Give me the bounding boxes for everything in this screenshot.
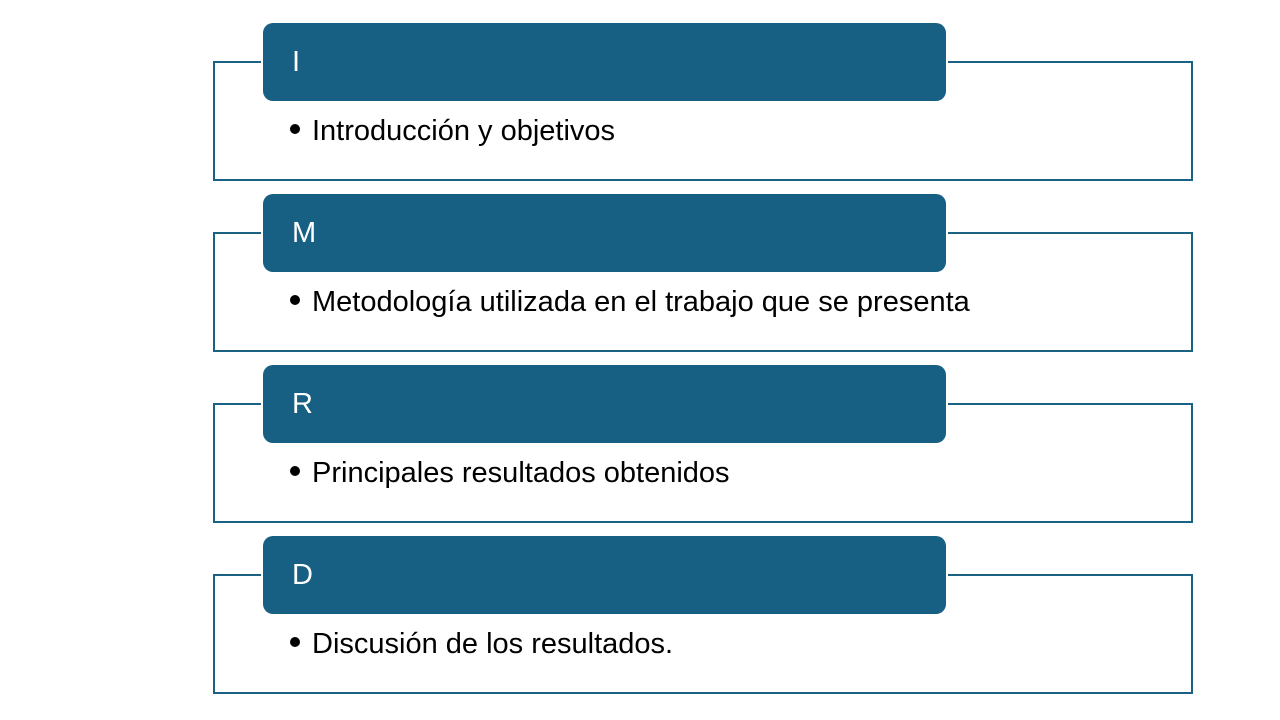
bullet-icon [290, 124, 300, 135]
bullet-icon [290, 295, 300, 306]
header-box: D [261, 534, 948, 616]
block-resultados: R Principales resultados obtenidos [0, 344, 1280, 523]
header-box: I [261, 21, 948, 103]
header-box: R [261, 363, 948, 445]
header-letter: I [263, 23, 946, 101]
header-letter: R [263, 365, 946, 443]
block-metodologia: M Metodología utilizada en el trabajo qu… [0, 173, 1280, 352]
header-box: M [261, 192, 948, 274]
bullet-text: Discusión de los resultados. [312, 628, 674, 660]
bullet-text: Principales resultados obtenidos [312, 457, 730, 489]
bullet-item: Introducción y objetivos [290, 115, 615, 148]
block-discusion: D Discusión de los resultados. [0, 515, 1280, 694]
bullet-item: Principales resultados obtenidos [290, 457, 730, 490]
bullet-icon [290, 637, 300, 648]
header-letter: M [263, 194, 946, 272]
header-letter: D [263, 536, 946, 614]
bullet-text: Metodología utilizada en el trabajo que … [312, 286, 970, 318]
bullet-item: Metodología utilizada en el trabajo que … [290, 286, 970, 319]
block-introduccion: I Introducción y objetivos [0, 2, 1280, 181]
bullet-item: Discusión de los resultados. [290, 628, 673, 661]
bullet-text: Introducción y objetivos [312, 115, 616, 147]
bullet-icon [290, 466, 300, 477]
